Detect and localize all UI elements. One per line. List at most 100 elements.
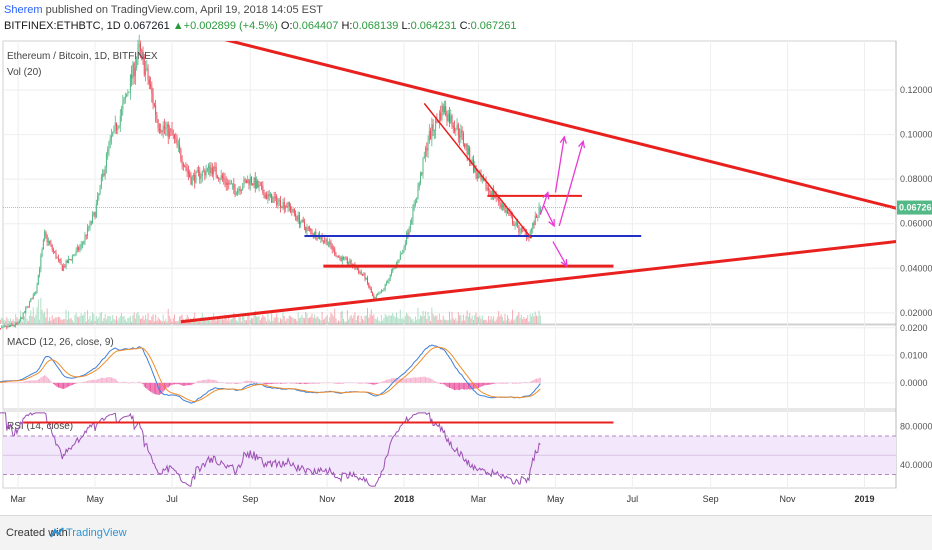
candle-body (138, 43, 140, 48)
candle-body (290, 206, 292, 212)
macd-hist-bar (355, 382, 357, 384)
candle-body (16, 323, 18, 324)
volume-bar (324, 318, 326, 324)
candle-body (380, 290, 382, 293)
volume-bar (493, 316, 495, 324)
candle-body (364, 273, 366, 280)
candle-body (474, 165, 476, 172)
volume-bar (314, 314, 316, 324)
volume-bar (174, 314, 176, 324)
candle-body (311, 230, 313, 235)
volume-bar (442, 315, 444, 324)
candle-body (256, 180, 258, 189)
macd-hist-bar (406, 378, 408, 383)
up-triangle-icon: ▲ (172, 20, 184, 32)
macd-hist-bar (404, 378, 406, 383)
candle-body (272, 197, 274, 203)
x-tick-label: 2018 (394, 494, 414, 504)
candle-body (286, 206, 288, 208)
macd-hist-bar (12, 382, 14, 384)
candle-body (249, 177, 251, 185)
volume-bar (520, 315, 522, 324)
volume-bar (160, 320, 162, 324)
volume-bar (196, 318, 198, 324)
macd-hist-bar (335, 382, 337, 384)
candle-body (385, 283, 387, 285)
volume-bar (430, 320, 432, 324)
volume-bar (151, 316, 153, 324)
volume-bar (225, 316, 227, 324)
x-tick-label: Sep (703, 494, 719, 504)
macd-hist-bar (34, 380, 36, 383)
macd-hist-bar (46, 377, 48, 383)
volume-bar (237, 321, 239, 324)
volume-bar (90, 320, 92, 324)
macd-hist-bar (528, 382, 530, 383)
volume-bar (346, 310, 348, 324)
candle-body (269, 194, 271, 196)
tradingview-brand[interactable]: TradingView (66, 527, 127, 539)
volume-bar (308, 317, 310, 324)
macd-hist-bar (392, 378, 394, 383)
macd-hist-bar (112, 378, 114, 383)
volume-bar (455, 317, 457, 324)
macd-hist-bar (539, 377, 541, 383)
macd-hist-bar (369, 382, 371, 384)
volume-bar (286, 318, 288, 324)
projection-arrow-line (543, 205, 555, 227)
macd-hist-bar (168, 382, 170, 387)
volume-bar (396, 312, 398, 324)
macd-hist-bar (310, 382, 312, 384)
volume-bar (291, 317, 293, 324)
candle-body (66, 260, 68, 263)
candle-body (340, 257, 342, 262)
volume-bar (84, 311, 86, 324)
candle-body (139, 43, 141, 51)
volume-bar (47, 320, 49, 324)
macd-hist-bar (401, 378, 403, 383)
candle-body (172, 133, 174, 135)
volume-bar (245, 320, 247, 324)
macd-hist-bar (156, 382, 158, 395)
macd-hist-bar (351, 382, 353, 384)
macd-hist-bar (199, 380, 201, 383)
volume-bar (56, 317, 58, 324)
volume-bar (218, 318, 220, 324)
volume-bar (404, 315, 406, 324)
candle-body (356, 268, 358, 270)
macd-hist-bar (160, 382, 162, 395)
macd-hist-bar (134, 382, 136, 384)
macd-hist-bar (308, 382, 310, 384)
volume-bar (331, 314, 333, 324)
macd-hist-bar (224, 382, 226, 384)
volume-bar (6, 317, 8, 324)
candle-body (322, 240, 324, 242)
chart-pane-1 (2, 40, 897, 325)
macd-hist-bar (368, 382, 370, 384)
candle-body (28, 301, 30, 307)
volume-bar (339, 321, 341, 324)
candle-body (402, 249, 404, 254)
macd-hist-bar (44, 375, 46, 383)
candle-body (411, 220, 413, 224)
candle-body (498, 195, 500, 202)
macd-hist-bar (162, 382, 164, 392)
volume-bar (194, 312, 196, 324)
volume-bar (60, 319, 62, 324)
arrow-head-icon (559, 135, 567, 144)
candle-body (331, 246, 333, 250)
volume-bar (464, 320, 466, 324)
volume-bar (321, 311, 323, 324)
candle-body (343, 257, 345, 258)
volume-bar (303, 318, 305, 324)
macd-hist-bar (501, 382, 503, 384)
author-link[interactable]: Sherem (4, 4, 43, 16)
candle-body (156, 114, 158, 120)
chart-canvas[interactable]: Mar May Jul Sep Nov 2018 Mar May Jul Sep Nov 2019 0.… (0, 0, 932, 515)
volume-bar (109, 315, 111, 324)
candle-body (459, 135, 461, 138)
macd-hist-bar (262, 382, 264, 384)
candle-body (187, 171, 189, 174)
